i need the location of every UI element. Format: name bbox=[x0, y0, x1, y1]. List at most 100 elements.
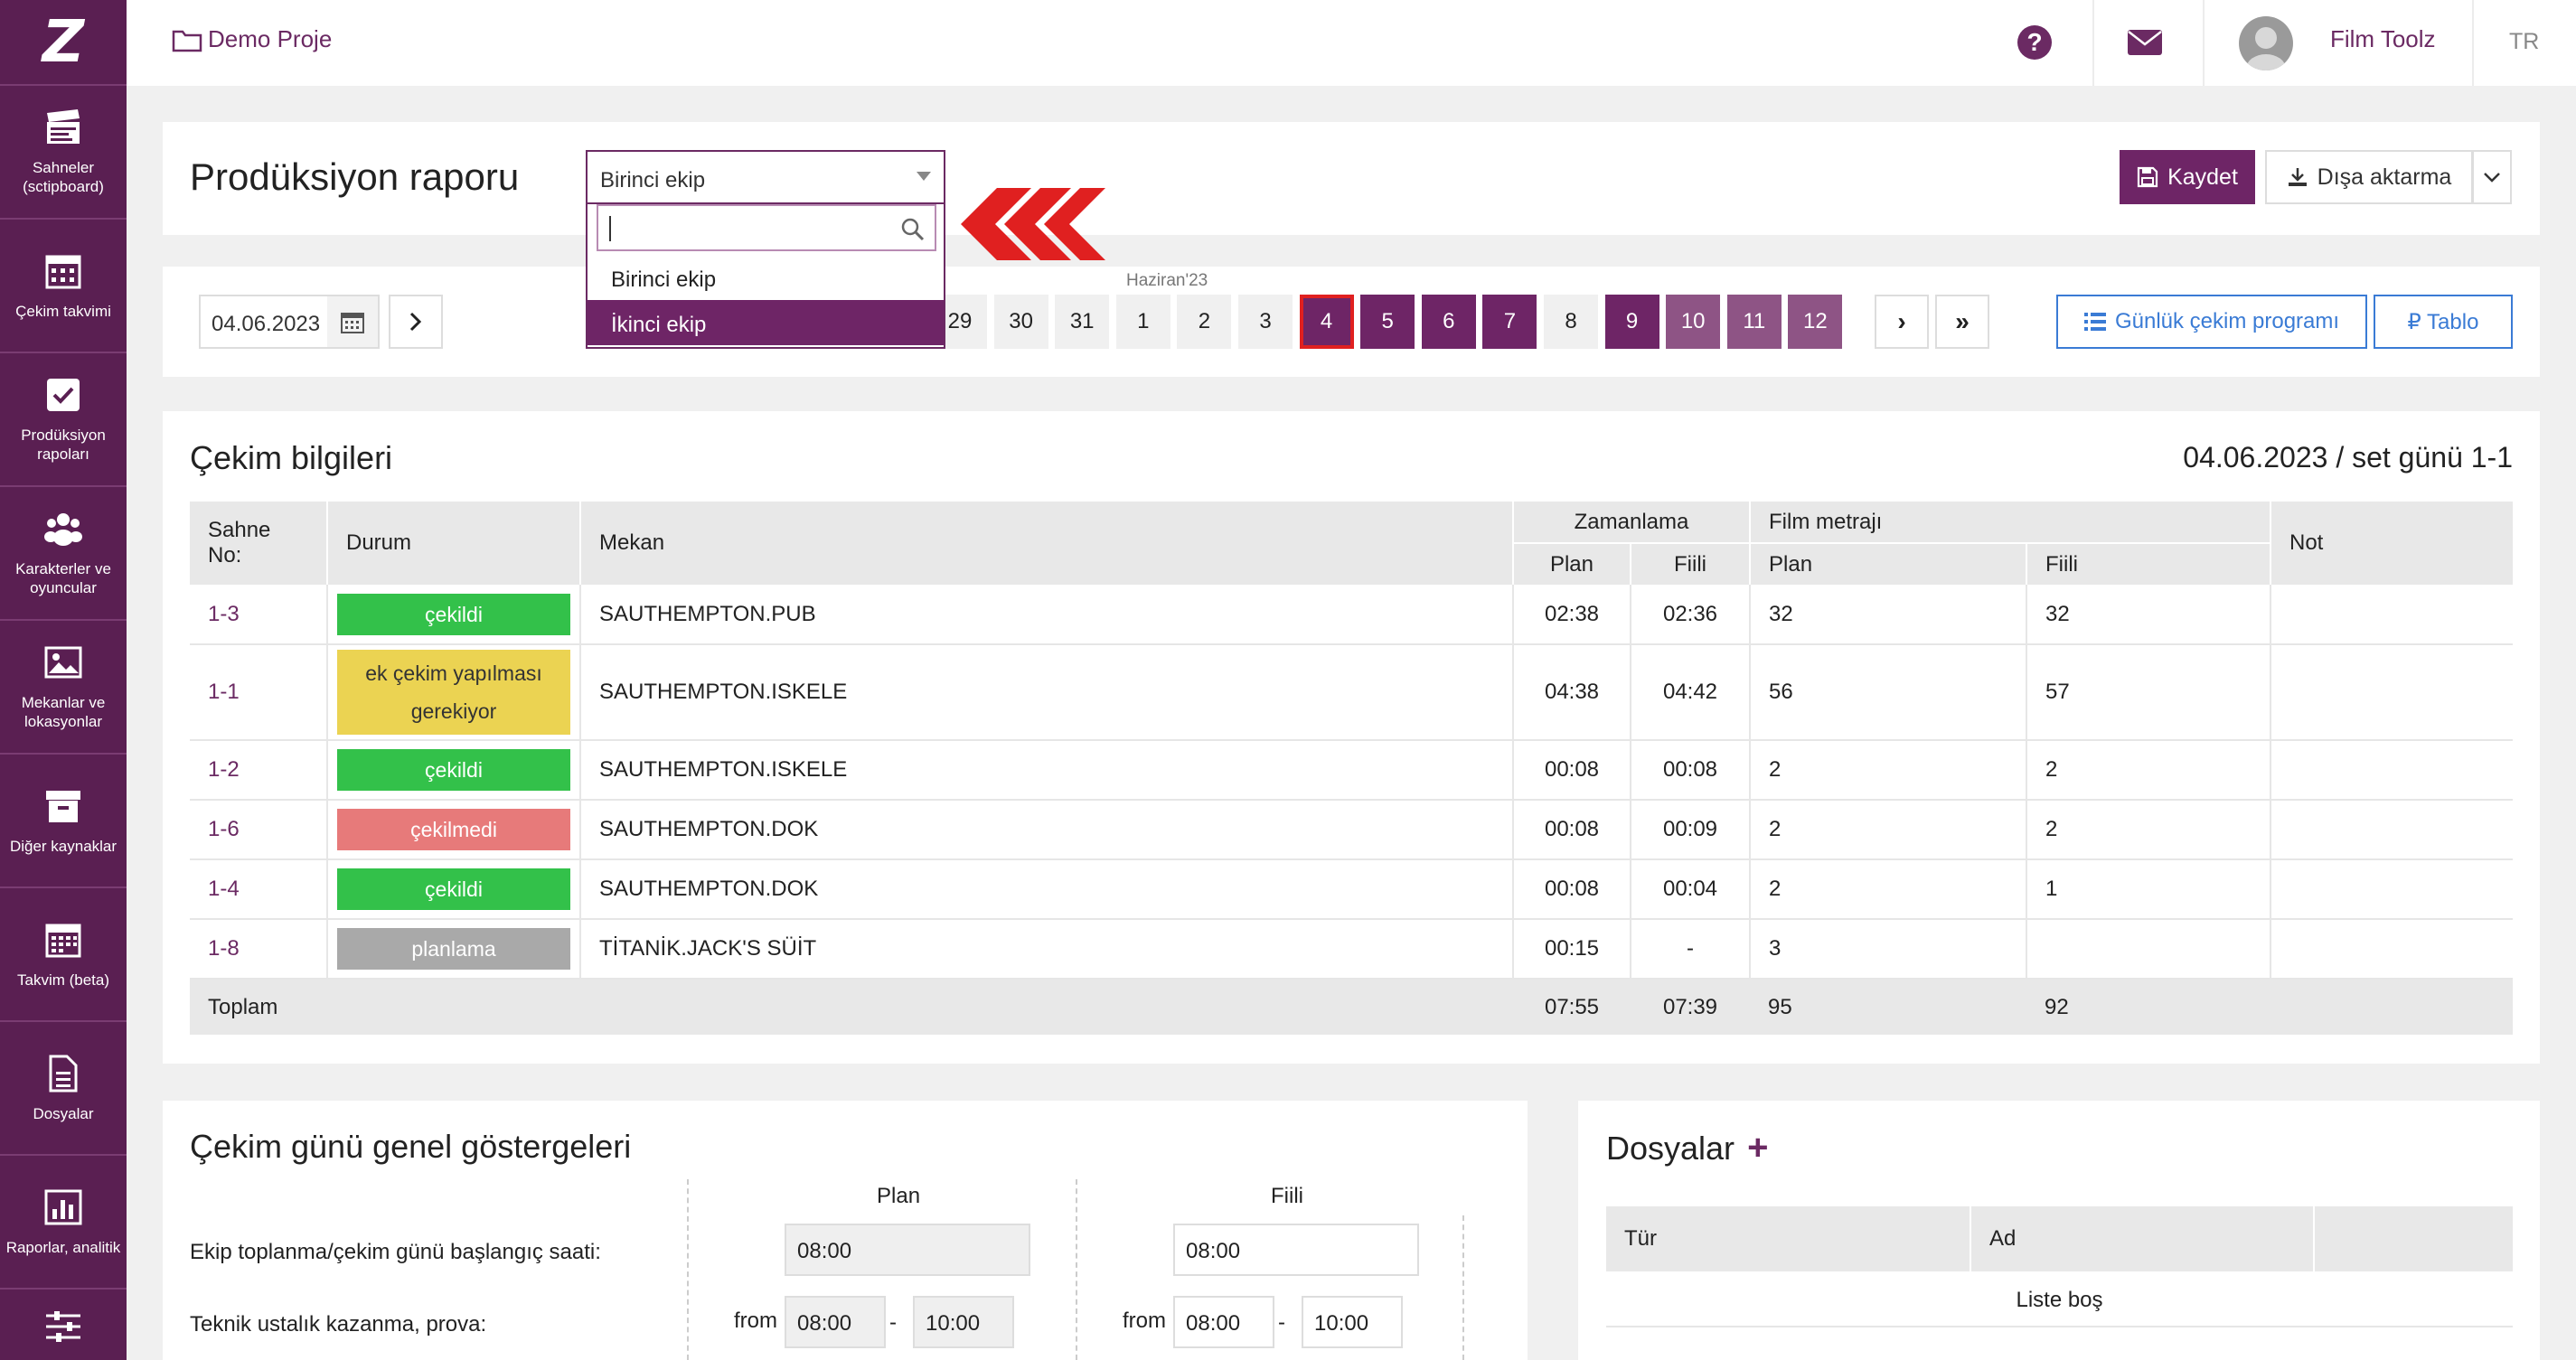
day-6[interactable]: 6 bbox=[1421, 295, 1476, 349]
footage-actual-cell[interactable]: 32 bbox=[2026, 585, 2271, 645]
user-avatar[interactable] bbox=[2239, 16, 2293, 70]
scene-link[interactable]: 1-3 bbox=[190, 585, 328, 645]
project-link[interactable]: Demo Proje bbox=[172, 25, 332, 53]
status-badge[interactable]: çekilmedi bbox=[337, 809, 570, 850]
scene-link[interactable]: 1-4 bbox=[190, 859, 328, 920]
day-9[interactable]: 9 bbox=[1604, 295, 1659, 349]
month-label: Haziran'23 bbox=[1126, 271, 1208, 290]
note-cell[interactable] bbox=[2270, 585, 2513, 645]
rehearsal-actual-to-input[interactable]: 10:00 bbox=[1302, 1296, 1403, 1348]
files-empty: Liste boş bbox=[1606, 1271, 2513, 1327]
save-button[interactable]: Kaydet bbox=[2120, 150, 2255, 204]
location-cell: SAUTHEMPTON.ISKELE bbox=[580, 644, 1514, 741]
caret-down-icon bbox=[917, 172, 931, 181]
footage-actual-cell[interactable]: 2 bbox=[2026, 740, 2271, 801]
next-date-button[interactable] bbox=[389, 295, 443, 349]
day-31[interactable]: 31 bbox=[1055, 295, 1110, 349]
day-4[interactable]: 4 bbox=[1299, 295, 1354, 349]
sidebar-item-3[interactable]: Prodüksiyon rapoları bbox=[0, 353, 127, 487]
footage-actual-cell[interactable]: 1 bbox=[2026, 859, 2271, 920]
note-cell[interactable] bbox=[2270, 919, 2513, 980]
timing-actual-cell[interactable]: - bbox=[1631, 919, 1751, 980]
day-10[interactable]: 10 bbox=[1666, 295, 1721, 349]
day-1[interactable]: 1 bbox=[1115, 295, 1170, 349]
status-badge[interactable]: ek çekim yapılması gerekiyor bbox=[337, 650, 570, 735]
note-cell[interactable] bbox=[2270, 800, 2513, 860]
next-week-button[interactable]: › bbox=[1875, 295, 1929, 349]
note-cell[interactable] bbox=[2270, 859, 2513, 920]
sidebar-item-1[interactable]: Sahneler (sctipboard) bbox=[0, 86, 127, 220]
language-switch[interactable]: TR bbox=[2509, 29, 2540, 54]
scene-link[interactable]: 1-2 bbox=[190, 740, 328, 801]
range-dash: - bbox=[1278, 1310, 1285, 1335]
col-footage-actual: Fiili bbox=[2026, 543, 2271, 585]
crew-start-plan-input[interactable]: 08:00 bbox=[785, 1224, 1030, 1276]
sidebar-item-7[interactable]: Takvim (beta) bbox=[0, 888, 127, 1022]
footage-actual-cell[interactable] bbox=[2026, 919, 2271, 980]
last-page-button[interactable]: » bbox=[1935, 295, 1989, 349]
timing-actual-cell[interactable]: 00:08 bbox=[1631, 740, 1751, 801]
timing-actual-cell[interactable]: 00:09 bbox=[1631, 800, 1751, 860]
day-3[interactable]: 3 bbox=[1238, 295, 1293, 349]
crew-start-actual-input[interactable]: 08:00 bbox=[1173, 1224, 1419, 1276]
status-cell: çekildi bbox=[327, 740, 581, 801]
status-badge[interactable]: çekildi bbox=[337, 749, 570, 791]
col-note: Not bbox=[2270, 502, 2513, 585]
sidebar-item-10[interactable] bbox=[0, 1290, 127, 1360]
day-12[interactable]: 12 bbox=[1788, 295, 1843, 349]
day-30[interactable]: 30 bbox=[993, 295, 1048, 349]
dropdown-option-second-crew[interactable]: İkinci ekip bbox=[588, 300, 944, 345]
day-5[interactable]: 5 bbox=[1360, 295, 1415, 349]
timing-actual-cell[interactable]: 04:42 bbox=[1631, 644, 1751, 741]
sidebar-item-2[interactable]: Çekim takvimi bbox=[0, 220, 127, 353]
help-icon[interactable]: ? bbox=[2017, 25, 2052, 60]
footage-actual-cell[interactable]: 57 bbox=[2026, 644, 2271, 741]
total-note bbox=[2270, 979, 2513, 1035]
rehearsal-plan-to-input[interactable]: 10:00 bbox=[913, 1296, 1014, 1348]
status-cell: çekildi bbox=[327, 859, 581, 920]
sidebar-item-9[interactable]: Raporlar, analitik bbox=[0, 1156, 127, 1290]
sidebar-item-4[interactable]: Karakterler ve oyuncular bbox=[0, 487, 127, 621]
day-11[interactable]: 11 bbox=[1726, 295, 1782, 349]
scene-link[interactable]: 1-6 bbox=[190, 800, 328, 860]
col-scene: Sahne No: bbox=[190, 502, 328, 585]
folder-icon bbox=[172, 30, 202, 52]
sidebar-item-8[interactable]: Dosyalar bbox=[0, 1022, 127, 1156]
sidebar-item-5[interactable]: Mekanlar ve lokasyonlar bbox=[0, 621, 127, 755]
status-badge[interactable]: planlama bbox=[337, 928, 570, 970]
footage-actual-cell[interactable]: 2 bbox=[2026, 800, 2271, 860]
note-cell[interactable] bbox=[2270, 740, 2513, 801]
day-7[interactable]: 7 bbox=[1482, 295, 1537, 349]
calendar-picker-button[interactable] bbox=[327, 296, 378, 347]
app-logo[interactable]: Z bbox=[0, 0, 127, 86]
download-icon bbox=[2288, 168, 2307, 186]
timing-actual-cell[interactable]: 02:36 bbox=[1631, 585, 1751, 645]
rehearsal-plan-from-input[interactable]: 08:00 bbox=[785, 1296, 886, 1348]
table-row: 1-4 çekildi SAUTHEMPTON.DOK 00:08 00:04 2 1 bbox=[190, 859, 2513, 920]
sidebar-item-label: Karakterler ve oyuncular bbox=[15, 560, 111, 596]
scene-link[interactable]: 1-1 bbox=[190, 644, 328, 741]
total-label: Toplam bbox=[190, 979, 1513, 1035]
sidebar-item-6[interactable]: Diğer kaynaklar bbox=[0, 755, 127, 888]
day-8[interactable]: 8 bbox=[1544, 295, 1598, 349]
timing-actual-cell[interactable]: 00:04 bbox=[1631, 859, 1751, 920]
mail-icon[interactable] bbox=[2127, 29, 2163, 56]
status-badge[interactable]: çekildi bbox=[337, 868, 570, 910]
status-badge[interactable]: çekildi bbox=[337, 593, 570, 635]
dropdown-option-first-crew[interactable]: Birinci ekip bbox=[611, 267, 717, 292]
daily-schedule-button[interactable]: Günlük çekim programı bbox=[2056, 295, 2367, 349]
crew-select[interactable]: Birinci ekip bbox=[586, 150, 945, 204]
timing-plan-cell: 00:08 bbox=[1513, 740, 1631, 801]
crew-dropdown: Birinci ekip İkinci ekip bbox=[586, 204, 945, 349]
col-location: Mekan bbox=[580, 502, 1514, 585]
day-2[interactable]: 2 bbox=[1177, 295, 1232, 349]
rehearsal-actual-from-input[interactable]: 08:00 bbox=[1173, 1296, 1274, 1348]
add-file-icon[interactable]: + bbox=[1747, 1128, 1769, 1168]
user-name[interactable]: Film Toolz bbox=[2330, 25, 2436, 52]
note-cell[interactable] bbox=[2270, 644, 2513, 741]
scene-link[interactable]: 1-8 bbox=[190, 919, 328, 980]
dropdown-search-input[interactable] bbox=[597, 204, 936, 251]
export-button[interactable]: Dışa aktarma bbox=[2265, 150, 2473, 204]
export-dropdown-button[interactable] bbox=[2472, 150, 2512, 204]
table-button[interactable]: ₽ Tablo bbox=[2374, 295, 2513, 349]
